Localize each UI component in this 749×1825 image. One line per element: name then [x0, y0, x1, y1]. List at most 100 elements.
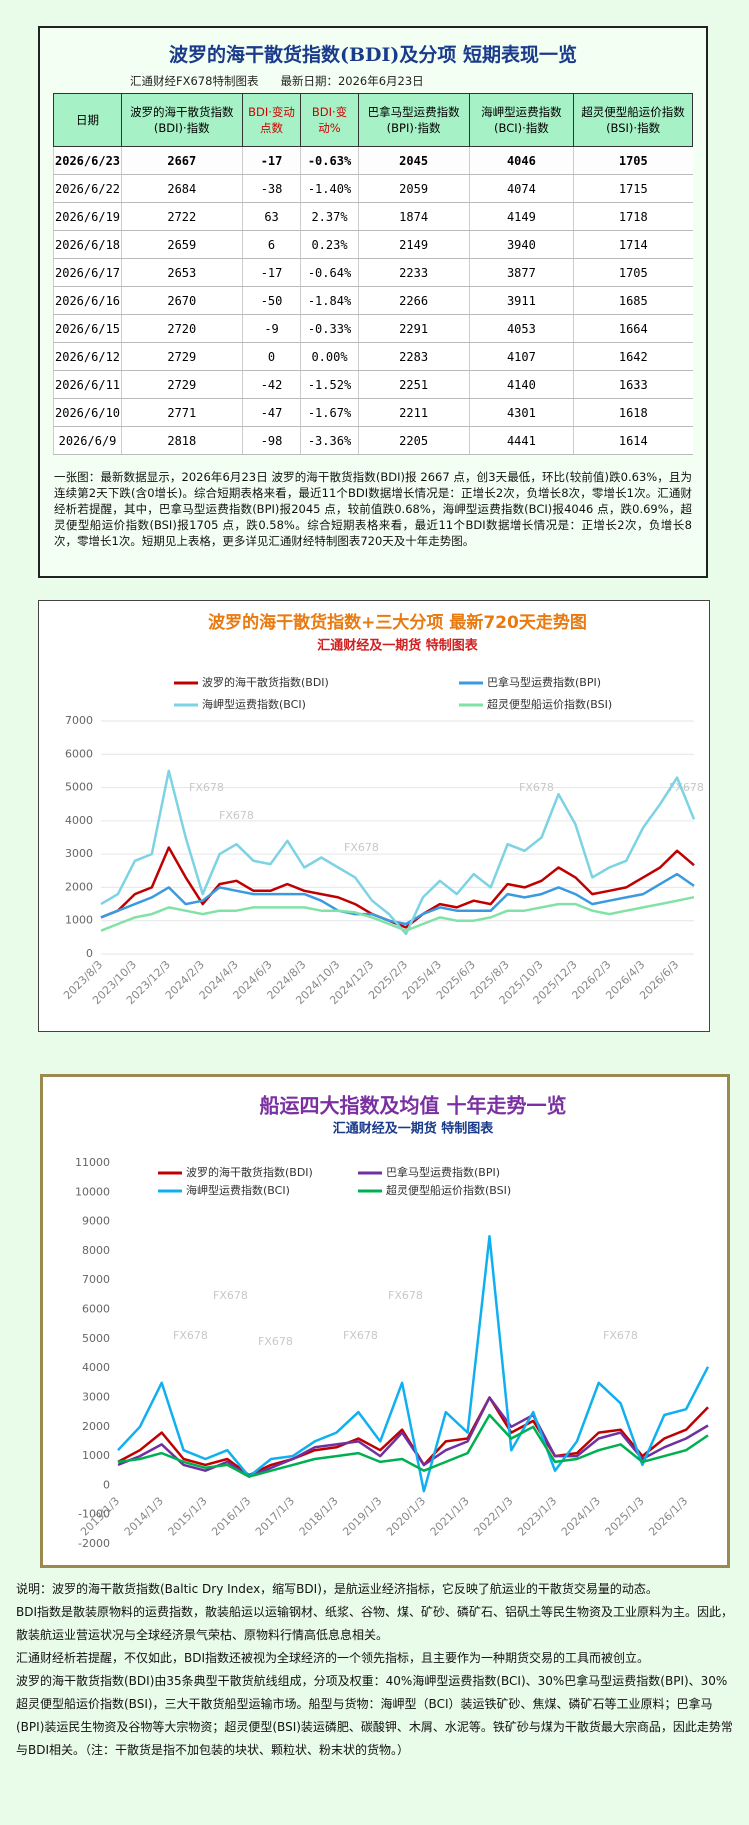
table-cell: 2026/6/9: [52, 426, 122, 455]
note-paragraph: 汇通财经析若提醒，不仅如此，BDI指数还被视为全球经济的一个领先指标，且主要作为…: [16, 1651, 650, 1665]
table-cell: -0.63%: [300, 146, 359, 175]
table-cell: -1.67%: [300, 398, 359, 427]
table-cell: -1.40%: [300, 174, 359, 203]
table-title: 波罗的海干散货指数(BDI)及分项 短期表现一览: [168, 44, 578, 66]
column-header: 海岬型运费指数(BCI)·指数: [468, 93, 575, 147]
y-tick-label: 0: [103, 1478, 110, 1491]
column-header: 巴拿马型运费指数(BPI)·指数: [357, 93, 470, 147]
series-line: [117, 1235, 710, 1493]
table-cell: 2211: [357, 398, 470, 427]
legend-label: 巴拿马型运费指数(BPI): [487, 675, 601, 689]
table-cell: 2026/6/23: [52, 146, 122, 175]
column-header: BDI·变动点数: [241, 93, 302, 147]
table-row: 2026/6/12 2729 0 0.00% 2283 4107 1642: [52, 342, 693, 371]
table-cell: 4149: [468, 202, 574, 231]
table-cell: -0.33%: [300, 314, 359, 343]
table-cell: 4301: [468, 398, 574, 427]
y-tick-label: 2000: [82, 1420, 110, 1433]
column-header: 超灵便型船运价指数(BSI)·指数: [573, 93, 693, 147]
legend-label: 海岬型运费指数(BCI): [202, 697, 306, 711]
chart-subtitle: 汇通财经及一期货 特制图表: [333, 1121, 495, 1137]
table-cell: 2026/6/12: [52, 342, 122, 371]
table-cell: 4046: [468, 146, 574, 175]
table-cell: 2729: [121, 342, 243, 371]
chart-title: 船运四大指数及均值 十年走势一览: [260, 1094, 567, 1118]
table-cell: 4053: [468, 314, 574, 343]
x-tick-label: 2016/1/3: [209, 1494, 253, 1538]
legend-label: 波罗的海干散货指数(BDI): [202, 675, 329, 689]
table-cell: 63: [241, 202, 301, 231]
x-tick-label: 2014/1/3: [122, 1494, 166, 1538]
table-cell: 1633: [573, 370, 693, 399]
table-cell: 1705: [573, 258, 693, 287]
table-cell: 2149: [357, 230, 470, 259]
table-cell: 3940: [468, 230, 574, 259]
table-cell: -17: [241, 146, 301, 175]
notes: 说明：波罗的海干散货指数(Baltic Dry Index，缩写BDI)，是航运…: [16, 1578, 736, 1762]
table-cell: 2026/6/10: [52, 398, 122, 427]
legend-label: 超灵便型船运价指数(BSI): [386, 1183, 511, 1197]
table-cell: 2026/6/15: [52, 314, 122, 343]
y-tick-label: 6000: [82, 1303, 110, 1316]
summary-panel: 波罗的海干散货指数(BDI)及分项 短期表现一览 汇通财经FX678特制图表 最新…: [38, 26, 708, 578]
table-cell: 1705: [573, 146, 693, 175]
header-row: 日期 波罗的海干散货指数(BDI)·指数 BDI·变动点数 BDI·变动% 巴拿马型运费…: [52, 93, 693, 147]
table-cell: -38: [241, 174, 301, 203]
x-tick-label: 2022/1/3: [471, 1494, 515, 1538]
table-cell: -9: [241, 314, 301, 343]
table-row: 2026/6/9 2818 -98 -3.36% 2205 4441 1614: [52, 426, 693, 455]
table-cell: 0.00%: [300, 342, 359, 371]
table-cell: 1714: [573, 230, 693, 259]
table-row: 2026/6/16 2670 -50 -1.84% 2266 3911 1685: [52, 286, 693, 315]
table-row: 2026/6/22 2684 -38 -1.40% 2059 4074 1715: [52, 174, 693, 203]
y-tick-label: -1000: [78, 1508, 110, 1521]
table-cell: 2771: [121, 398, 243, 427]
y-tick-label: 4000: [82, 1361, 110, 1374]
watermark: FX678: [213, 1289, 248, 1302]
table-cell: 4140: [468, 370, 574, 399]
legend-label: 海岬型运费指数(BCI): [186, 1183, 290, 1197]
table-cell: 2026/6/16: [52, 286, 122, 315]
x-tick-label: 2024/1/3: [559, 1494, 603, 1538]
table-cell: 2045: [357, 146, 470, 175]
x-tick-label: 2023/1/3: [515, 1494, 559, 1538]
table-cell: 2059: [357, 174, 470, 203]
table-cell: -0.64%: [300, 258, 359, 287]
table-cell: -1.52%: [300, 370, 359, 399]
note-paragraph: 波罗的海干散货指数(BDI)由35条典型干散货航线组成，分项及权重：40%海岬型…: [16, 1674, 733, 1757]
legend-label: 超灵便型船运价指数(BSI): [487, 697, 612, 711]
table-cell: 2722: [121, 202, 243, 231]
table-cell: 6: [241, 230, 301, 259]
y-tick-label: 5000: [82, 1332, 110, 1345]
y-tick-label: 10000: [75, 1185, 110, 1198]
table-cell: 2720: [121, 314, 243, 343]
table-cell: 2205: [357, 426, 470, 455]
table-cell: 3877: [468, 258, 574, 287]
table-cell: 0.23%: [300, 230, 359, 259]
x-tick-label: 2026/1/3: [646, 1494, 690, 1538]
watermark: FX678: [258, 1335, 293, 1348]
x-tick-label: 2018/1/3: [297, 1494, 341, 1538]
watermark: FX678: [343, 1329, 378, 1342]
table-cell: -98: [241, 426, 301, 455]
table-cell: 2026/6/11: [52, 370, 122, 399]
x-tick-label: 2021/1/3: [428, 1494, 472, 1538]
y-tick-label: 7000: [82, 1273, 110, 1286]
table-cell: 2670: [121, 286, 243, 315]
table-cell: 4074: [468, 174, 574, 203]
y-tick-label: -2000: [78, 1537, 110, 1550]
table-cell: 2659: [121, 230, 243, 259]
legend-label: 波罗的海干散货指数(BDI): [186, 1165, 313, 1179]
y-tick-label: 2000: [65, 880, 93, 893]
series-line: [100, 872, 695, 926]
table-body: 2026/6/23 2667 -17 -0.63% 2045 4046 1705 2026/6…: [52, 146, 693, 455]
table-cell: 1718: [573, 202, 693, 231]
table-row: 2026/6/11 2729 -42 -1.52% 2251 4140 1633: [52, 370, 693, 399]
table-subtitle: 汇通财经FX678特制图表 最新日期：2026年6月23日: [130, 73, 706, 89]
table-cell: 1614: [573, 426, 693, 455]
watermark: FX678: [519, 781, 554, 794]
y-tick-label: 0: [86, 947, 93, 960]
table-cell: 1642: [573, 342, 693, 371]
